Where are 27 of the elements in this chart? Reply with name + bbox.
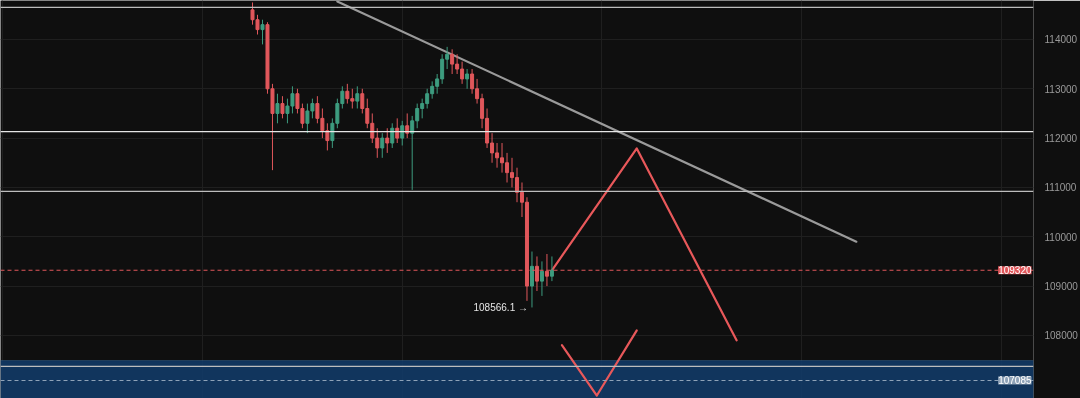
candlestick bbox=[385, 127, 390, 154]
candlestick bbox=[470, 68, 475, 95]
candlestick bbox=[390, 122, 395, 149]
candlestick bbox=[405, 112, 410, 139]
candlestick bbox=[395, 117, 400, 144]
ref-line-label: 107085 bbox=[998, 375, 1032, 387]
candlestick bbox=[275, 93, 280, 124]
y-tick-label: 109000 bbox=[1044, 281, 1079, 293]
candlestick bbox=[280, 95, 285, 119]
y-tick-label: 110000 bbox=[1044, 231, 1078, 243]
candlestick bbox=[260, 19, 265, 45]
candlestick bbox=[450, 48, 455, 75]
candlestick bbox=[345, 83, 350, 105]
y-tick-label: 114000 bbox=[1044, 34, 1078, 46]
candlestick bbox=[529, 251, 534, 308]
candlestick bbox=[539, 260, 544, 297]
candlestick bbox=[465, 68, 470, 90]
candlestick bbox=[549, 255, 554, 282]
candlestick bbox=[355, 85, 360, 110]
y-tick-label: 112000 bbox=[1044, 133, 1078, 145]
annotation: 108566.1 → bbox=[473, 301, 528, 313]
candlestick bbox=[400, 120, 405, 146]
y-tick-label: 108000 bbox=[1044, 330, 1079, 342]
y-tick-label: 111000 bbox=[1044, 182, 1077, 194]
ref-line-label: 109320 bbox=[998, 265, 1032, 277]
candlestick bbox=[380, 132, 385, 159]
y-tick-label: 113000 bbox=[1044, 83, 1078, 95]
